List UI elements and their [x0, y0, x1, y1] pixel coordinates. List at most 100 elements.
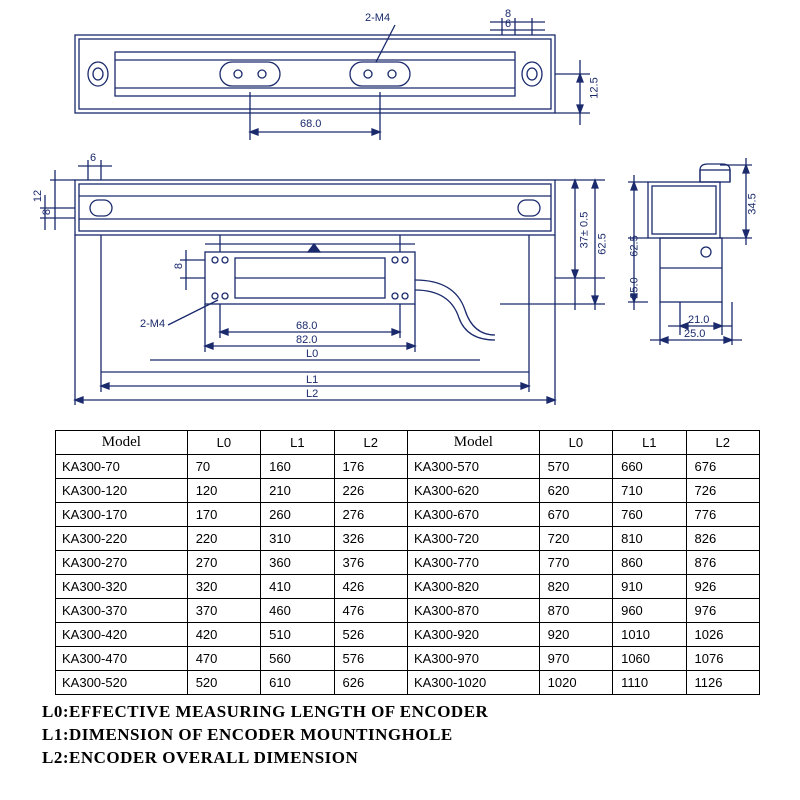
cell-model: KA300-570	[407, 455, 539, 479]
table-row: KA300-170170260276KA300-670670760776	[56, 503, 760, 527]
technical-drawing: 2-M4 68.0 8 6 12.5 6 12 8 8 2-M4 68.0 82…	[0, 0, 800, 430]
table-row: KA300-120120210226KA300-620620710726	[56, 479, 760, 503]
cell-model: KA300-170	[56, 503, 188, 527]
table-header: L0	[187, 431, 260, 455]
table-header: Model	[56, 431, 188, 455]
table-row: KA300-520520610626KA300-1020102011101126	[56, 671, 760, 695]
cell-model: KA300-220	[56, 527, 188, 551]
cell-value: 320	[187, 575, 260, 599]
cell-value: 470	[187, 647, 260, 671]
cell-value: 120	[187, 479, 260, 503]
cell-value: 876	[686, 551, 759, 575]
dim-25v-side: 25.0	[629, 277, 641, 298]
cell-value: 970	[539, 647, 612, 671]
dim-34-5-side: 34.5	[747, 193, 759, 214]
cell-value: 70	[187, 455, 260, 479]
table-header: L2	[686, 431, 759, 455]
cell-value: 670	[539, 503, 612, 527]
dimension-table-wrap: ModelL0L1L2ModelL0L1L2 KA300-7070160176K…	[0, 430, 800, 695]
cell-value: 510	[261, 623, 334, 647]
dim-8h-front: 8	[173, 263, 185, 269]
cell-value: 626	[334, 671, 407, 695]
cell-value: 726	[686, 479, 759, 503]
cell-value: 310	[261, 527, 334, 551]
cell-model: KA300-770	[407, 551, 539, 575]
cell-model: KA300-320	[56, 575, 188, 599]
cell-model: KA300-920	[407, 623, 539, 647]
cell-model: KA300-420	[56, 623, 188, 647]
dim-12-front: 12	[32, 190, 44, 202]
dim-62-5: 62.5	[597, 233, 609, 254]
cell-model: KA300-620	[407, 479, 539, 503]
cell-value: 720	[539, 527, 612, 551]
cell-value: 620	[539, 479, 612, 503]
legend-l2: L2:ENCODER OVERALL DIMENSION	[42, 747, 800, 770]
cell-value: 776	[686, 503, 759, 527]
cell-value: 1076	[686, 647, 759, 671]
cell-value: 520	[187, 671, 260, 695]
table-row: KA300-420420510526KA300-92092010101026	[56, 623, 760, 647]
cell-value: 210	[261, 479, 334, 503]
cell-value: 926	[686, 575, 759, 599]
cell-value: 920	[539, 623, 612, 647]
dim-l1: L1	[306, 374, 318, 386]
cell-value: 1060	[613, 647, 686, 671]
cell-value: 860	[613, 551, 686, 575]
dim-l2: L2	[306, 388, 318, 400]
cell-value: 420	[187, 623, 260, 647]
dim-21-side: 21.0	[688, 314, 709, 326]
cell-value: 426	[334, 575, 407, 599]
cell-value: 976	[686, 599, 759, 623]
dim-62-5-side: 62.5	[629, 235, 641, 256]
legend-l0: L0:EFFECTIVE MEASURING LENGTH OF ENCODER	[42, 701, 800, 724]
cell-value: 910	[613, 575, 686, 599]
cell-value: 770	[539, 551, 612, 575]
cell-value: 526	[334, 623, 407, 647]
cell-model: KA300-120	[56, 479, 188, 503]
cell-value: 220	[187, 527, 260, 551]
cell-value: 270	[187, 551, 260, 575]
table-row: KA300-220220310326KA300-720720810826	[56, 527, 760, 551]
cell-value: 810	[613, 527, 686, 551]
cell-value: 560	[261, 647, 334, 671]
table-row: KA300-470470560576KA300-97097010601076	[56, 647, 760, 671]
cell-value: 960	[613, 599, 686, 623]
cell-value: 376	[334, 551, 407, 575]
table-row: KA300-7070160176KA300-570570660676	[56, 455, 760, 479]
legend: L0:EFFECTIVE MEASURING LENGTH OF ENCODER…	[0, 695, 800, 770]
table-row: KA300-370370460476KA300-870870960976	[56, 599, 760, 623]
cell-value: 360	[261, 551, 334, 575]
cell-model: KA300-70	[56, 455, 188, 479]
dim-6-top: 6	[505, 18, 511, 30]
dim-12-5-top: 12.5	[589, 77, 601, 98]
cell-value: 610	[261, 671, 334, 695]
cell-value: 260	[261, 503, 334, 527]
cell-value: 160	[261, 455, 334, 479]
cell-model: KA300-970	[407, 647, 539, 671]
cell-value: 326	[334, 527, 407, 551]
cell-value: 570	[539, 455, 612, 479]
table-header: L0	[539, 431, 612, 455]
cell-value: 760	[613, 503, 686, 527]
cell-value: 660	[613, 455, 686, 479]
cell-value: 370	[187, 599, 260, 623]
cell-model: KA300-670	[407, 503, 539, 527]
label-2m4-top: 2-M4	[365, 12, 390, 24]
dim-l0: L0	[306, 348, 318, 360]
cell-model: KA300-720	[407, 527, 539, 551]
cell-value: 826	[686, 527, 759, 551]
cell-value: 176	[334, 455, 407, 479]
dim-68-front: 68.0	[296, 320, 317, 332]
cell-model: KA300-870	[407, 599, 539, 623]
cell-model: KA300-470	[56, 647, 188, 671]
dimension-table: ModelL0L1L2ModelL0L1L2 KA300-7070160176K…	[55, 430, 760, 695]
cell-value: 170	[187, 503, 260, 527]
cell-value: 1126	[686, 671, 759, 695]
cell-value: 460	[261, 599, 334, 623]
cell-value: 476	[334, 599, 407, 623]
cell-value: 1010	[613, 623, 686, 647]
table-header: L2	[334, 431, 407, 455]
cell-value: 1020	[539, 671, 612, 695]
table-row: KA300-270270360376KA300-770770860876	[56, 551, 760, 575]
legend-l1: L1:DIMENSION OF ENCODER MOUNTINGHOLE	[42, 724, 800, 747]
